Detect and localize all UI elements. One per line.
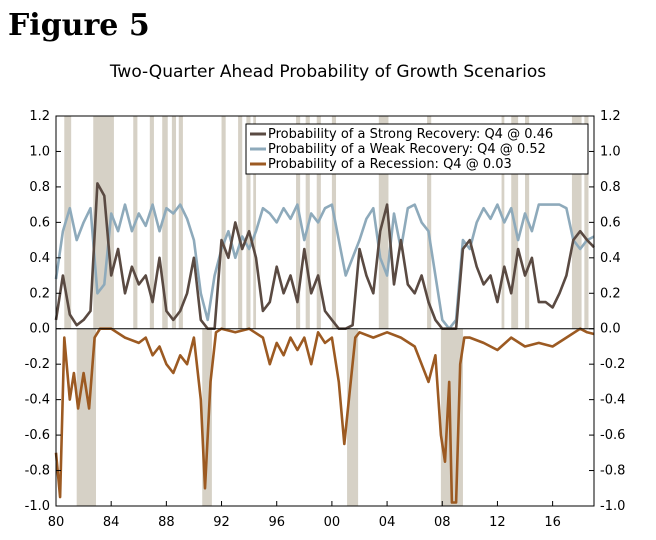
axes-layer: 1.2 1.2 1.0 1.0 0.8 0.8 0.6 0.6 0.4 0.4 0.2 0.2 0.0 0… bbox=[25, 109, 626, 530]
y-tick-label-left-1: 1.0 bbox=[29, 144, 50, 159]
chart-title: Two-Quarter Ahead Probability of Growth … bbox=[109, 62, 547, 82]
y-tick-label-left-4: 0.4 bbox=[29, 251, 50, 266]
series-line-weak-recovery bbox=[54, 203, 595, 330]
shaded-band-upper-8 bbox=[238, 116, 243, 329]
x-tick-label-7: 08 bbox=[434, 515, 451, 530]
shaded-band-upper-11 bbox=[296, 116, 301, 329]
x-tick-label-2: 88 bbox=[158, 515, 175, 530]
y-tick-label-right-1: 1.0 bbox=[600, 144, 621, 159]
x-tick-label-8: 12 bbox=[489, 515, 506, 530]
shaded-band-upper-9 bbox=[246, 116, 251, 329]
legend: Probability of a Strong Recovery: Q4 @ 0… bbox=[245, 123, 589, 175]
y-tick-label-right-10: -0.8 bbox=[600, 464, 625, 479]
shaded-band-upper-5 bbox=[171, 116, 177, 329]
y-tick-label-right-6: 0.0 bbox=[600, 322, 621, 337]
y-tick-label-left-10: -0.8 bbox=[25, 464, 50, 479]
y-tick-label-right-11: -1.0 bbox=[600, 499, 625, 514]
shaded-band-upper-20 bbox=[571, 116, 582, 329]
shaded-band-upper-16 bbox=[427, 116, 432, 329]
figure-label: Figure 5 bbox=[8, 8, 150, 43]
y-tick-label-right-5: 0.2 bbox=[600, 286, 621, 301]
x-tick-label-1: 84 bbox=[103, 515, 120, 530]
x-tick-label-0: 80 bbox=[48, 515, 65, 530]
shaded-band-upper-21 bbox=[584, 116, 589, 329]
y-tick-label-left-0: 1.2 bbox=[29, 109, 50, 124]
series-layer bbox=[54, 182, 595, 504]
y-tick-label-left-7: -0.2 bbox=[25, 357, 50, 372]
shaded-band-lower-1 bbox=[202, 328, 212, 506]
shaded-band-upper-3 bbox=[149, 116, 154, 329]
shaded-band-upper-1 bbox=[93, 116, 114, 329]
y-tick-label-left-11: -1.0 bbox=[25, 499, 50, 514]
shaded-band-upper-14 bbox=[331, 116, 337, 329]
y-tick-label-right-4: 0.4 bbox=[600, 251, 621, 266]
x-tick-label-5: 00 bbox=[324, 515, 341, 530]
y-tick-label-right-2: 0.8 bbox=[600, 180, 621, 195]
y-tick-label-left-8: -0.4 bbox=[25, 393, 50, 408]
legend-entry-strong: Probability of a Strong Recovery: Q4 @ 0… bbox=[250, 127, 553, 142]
shaded-band-upper-6 bbox=[178, 116, 183, 329]
y-tick-label-right-9: -0.6 bbox=[600, 428, 625, 443]
x-tick-label-3: 92 bbox=[213, 515, 230, 530]
series-line-strong-recovery bbox=[54, 182, 595, 330]
x-tick-label-6: 04 bbox=[379, 515, 396, 530]
legend-label-weak: Probability of a Weak Recovery: Q4 @ 0.5… bbox=[268, 142, 546, 157]
y-tick-label-right-3: 0.6 bbox=[600, 215, 621, 230]
y-tick-label-right-0: 1.2 bbox=[600, 109, 621, 124]
y-tick-label-left-9: -0.6 bbox=[25, 428, 50, 443]
y-tick-label-left-5: 0.2 bbox=[29, 286, 50, 301]
legend-label-strong: Probability of a Strong Recovery: Q4 @ 0… bbox=[268, 127, 553, 142]
series-line-recession bbox=[54, 327, 595, 504]
y-tick-label-left-2: 0.8 bbox=[29, 180, 50, 195]
y-tick-label-right-7: -0.2 bbox=[600, 357, 625, 372]
legend-entry-weak: Probability of a Weak Recovery: Q4 @ 0.5… bbox=[250, 142, 546, 157]
x-tick-label-4: 96 bbox=[268, 515, 285, 530]
legend-label-recession: Probability of a Recession: Q4 @ 0.03 bbox=[268, 157, 512, 172]
y-tick-label-right-8: -0.4 bbox=[600, 393, 625, 408]
y-tick-label-left-3: 0.6 bbox=[29, 215, 50, 230]
shaded-band-upper-0 bbox=[64, 116, 72, 329]
shaded-band-upper-4 bbox=[162, 116, 168, 329]
x-tick-label-9: 16 bbox=[544, 515, 561, 530]
legend-entry-recession: Probability of a Recession: Q4 @ 0.03 bbox=[250, 157, 512, 172]
shaded-band-lower-2 bbox=[347, 328, 359, 506]
legend-box bbox=[245, 123, 589, 175]
shaded-band-upper-7 bbox=[221, 116, 226, 329]
plot-frame bbox=[55, 115, 595, 507]
shaded-band-upper-10 bbox=[253, 116, 257, 329]
y-tick-label-left-6: 0.0 bbox=[29, 322, 50, 337]
